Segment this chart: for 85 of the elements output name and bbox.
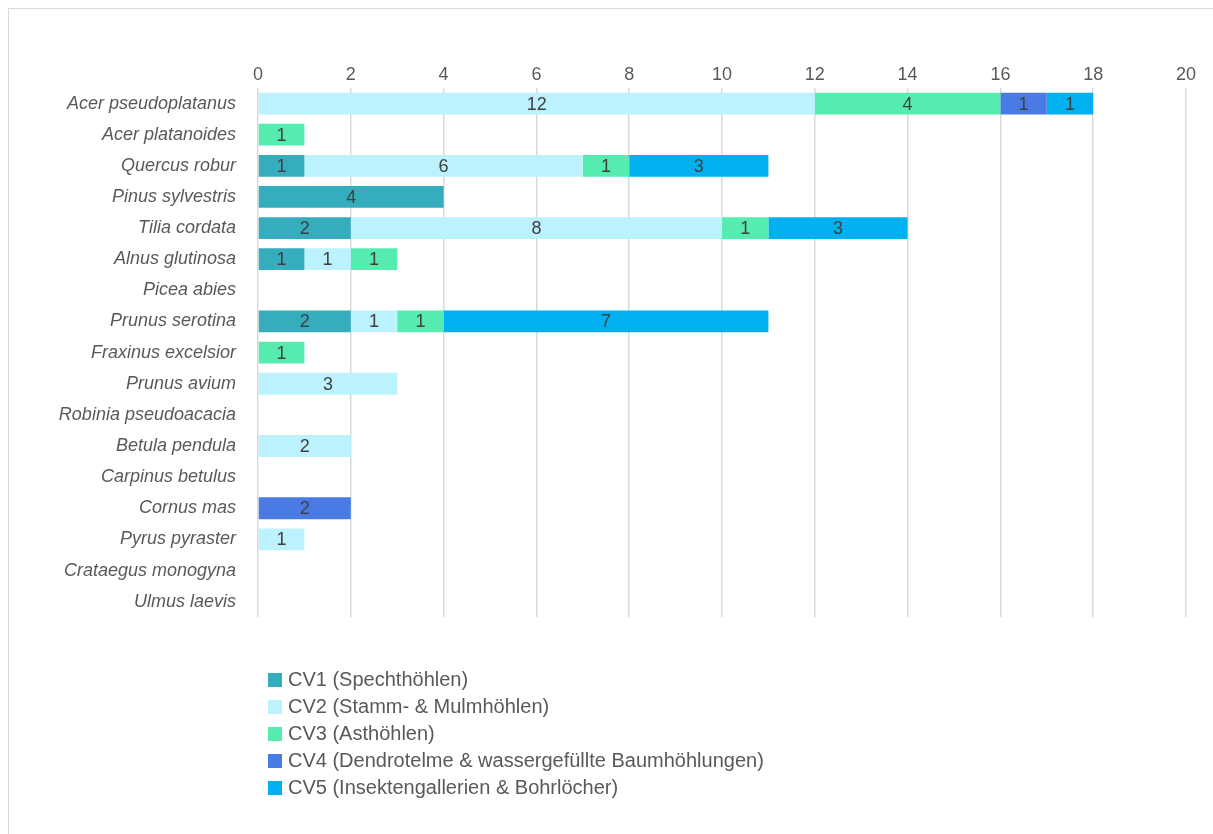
x-tick-label: 2 [345, 64, 356, 85]
x-tick-label: 14 [897, 64, 918, 85]
legend-label: CV3 (Asthöhlen) [288, 721, 435, 746]
bar [258, 123, 305, 146]
y-tick-label: Pinus sylvestris [111, 185, 236, 206]
bar [629, 154, 769, 177]
bar [814, 92, 1001, 115]
y-tick-label: Crataegus monogyna [63, 559, 236, 580]
data-label: 1 [276, 124, 287, 145]
bar [258, 497, 351, 520]
x-tick-label: 6 [531, 64, 542, 85]
legend-label: CV1 (Spechthöhlen) [288, 667, 469, 692]
y-tick-label: Cornus mas [138, 497, 236, 518]
data-label: 2 [299, 311, 310, 332]
y-tick-label: Picea abies [142, 279, 236, 300]
data-label: 1 [276, 249, 287, 270]
bar [258, 92, 815, 115]
x-tick-label: 16 [990, 64, 1011, 85]
y-tick-label: Carpinus betulus [100, 466, 236, 487]
y-tick-label: Alnus glutinosa [112, 248, 236, 269]
data-label: 1 [600, 155, 612, 176]
bar [443, 310, 769, 333]
data-label: 3 [322, 373, 333, 394]
bar [768, 217, 908, 239]
bar [258, 435, 351, 457]
bar [1000, 92, 1047, 115]
bar [258, 217, 351, 239]
y-tick-label: Prunus avium [125, 372, 236, 393]
data-label: 4 [346, 186, 357, 207]
x-tick-label: 12 [804, 64, 825, 85]
y-tick-label: Acer pseudoplatanus [65, 92, 236, 113]
x-tick-label: 10 [711, 64, 733, 85]
legend-label: CV5 (Insektengallerien & Bohrlöcher) [288, 775, 619, 800]
y-tick-label: Fraxinus excelsior [90, 341, 237, 362]
y-tick-label: Quercus robur [120, 154, 237, 175]
bar [350, 248, 398, 271]
y-tick-label: Betula pendula [115, 434, 236, 455]
data-label: 3 [693, 155, 704, 176]
data-label: 1 [368, 249, 380, 270]
data-label: 1 [322, 249, 333, 270]
data-label: 1 [276, 529, 287, 550]
bar [722, 217, 769, 239]
y-tick-label: Pyrus pyraster [119, 528, 237, 549]
bar [258, 310, 351, 333]
bar [350, 310, 398, 333]
y-tick-label: Tilia cordata [138, 217, 236, 238]
y-tick-label: Ulmus laevis [133, 590, 236, 611]
bar [258, 341, 305, 364]
data-label: 4 [902, 93, 913, 114]
legend-label: CV4 (Dendrotelme & wassergefüllte Baumhöhlungen) [288, 748, 764, 773]
data-label: 12 [526, 93, 547, 114]
x-tick-label: 18 [1083, 64, 1104, 85]
legend-label: CV2 (Stamm- & Mulmhöhlen) [288, 694, 550, 719]
data-label: 2 [299, 435, 310, 456]
bar [304, 248, 351, 271]
bar [1046, 92, 1094, 115]
y-tick-label: Acer platanoides [100, 123, 236, 144]
bar [304, 154, 583, 177]
bar [258, 154, 305, 177]
bar [350, 217, 722, 239]
data-label: 1 [415, 311, 426, 332]
data-label: 3 [832, 218, 844, 239]
data-label: 1 [740, 218, 751, 239]
data-label: 8 [531, 218, 542, 239]
x-tick-label: 20 [1175, 64, 1197, 85]
bar [258, 248, 305, 271]
data-label: 7 [600, 311, 612, 332]
data-label: 1 [368, 311, 380, 332]
bar [582, 154, 630, 177]
bar [397, 310, 444, 333]
data-label: 1 [1018, 93, 1029, 114]
bar [258, 186, 444, 208]
x-tick-label: 0 [252, 64, 264, 85]
data-label: 2 [299, 498, 310, 519]
data-label: 1 [276, 342, 287, 363]
bar [258, 528, 305, 551]
data-label: 6 [438, 155, 449, 176]
x-tick-label: 4 [438, 64, 449, 85]
y-tick-label: Prunus serotina [109, 310, 236, 331]
x-tick-label: 8 [624, 64, 635, 85]
data-label: 1 [1064, 93, 1076, 114]
data-label: 2 [299, 218, 310, 239]
data-label: 1 [276, 155, 287, 176]
bar [258, 372, 398, 395]
y-tick-label: Robinia pseudoacacia [58, 403, 236, 424]
